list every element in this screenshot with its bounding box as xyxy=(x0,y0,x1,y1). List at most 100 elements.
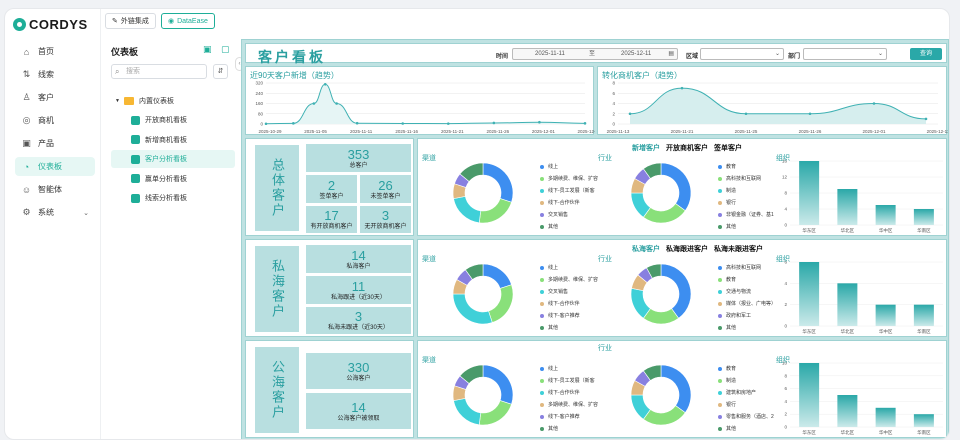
search-input[interactable]: ⌕ 搜索 xyxy=(111,64,207,79)
data-point xyxy=(401,122,405,125)
query-button[interactable]: 查询 xyxy=(910,48,942,60)
y-tick-label: 10 xyxy=(782,361,788,366)
nav-item-label: 系统 xyxy=(38,208,54,217)
private-charts-panel: 6 4 2 0 华东区 华北区 华中区 华南区 渠道 行业 组织 私海客户 私海跟进客户 私海未跟进客户线… xyxy=(417,239,947,337)
bar xyxy=(875,205,896,225)
pie-slice xyxy=(482,364,514,405)
dashboard-item-1[interactable]: 新增商机看板 xyxy=(111,131,235,149)
legend-item: 非银金融（证券、基1 xyxy=(718,211,774,218)
pie-slice xyxy=(646,263,662,279)
pie-slice xyxy=(642,162,662,179)
dataease-tab[interactable]: ◉ DataEase xyxy=(161,13,215,29)
industry-title: 行业 xyxy=(598,345,612,352)
section-tab-0[interactable]: 私海客户 xyxy=(632,246,660,253)
kpi-label: 签单客户 xyxy=(319,193,344,200)
data-point xyxy=(492,121,496,125)
dashboard-item-3[interactable]: 赢单分析看板 xyxy=(111,170,235,188)
legend-dot xyxy=(540,164,544,169)
section-tab-1[interactable]: 开放商机客户 xyxy=(666,145,708,152)
integration-label: 外链集成 xyxy=(120,18,149,25)
dept-select[interactable]: ⌄ xyxy=(803,48,887,60)
legend-item: 其他 xyxy=(540,324,558,331)
legend-item: 多期续费、维保、扩容 xyxy=(540,401,598,408)
nav-item-1[interactable]: ⇅ 线索 xyxy=(15,65,95,84)
dashboard-item-4[interactable]: 线索分析看板 xyxy=(111,189,235,207)
dashboard-item-0[interactable]: 开放商机看板 xyxy=(111,111,235,129)
bar xyxy=(799,363,820,427)
dashboard-list-panel: 仪表板 ▣ ▢ ⌕ 搜索 ⇵ ▼ 内置仪表板 开放商机看板 新增商机看板 客户分析看板赢… xyxy=(105,39,237,439)
nav-item-4[interactable]: ▣ 产品 xyxy=(15,134,95,153)
x-tick-label: 华北区 xyxy=(841,227,855,234)
kpi-value: 14 xyxy=(351,399,366,415)
kpi-label: 总客户 xyxy=(349,162,368,169)
public-charts-panel: 10 8 6 4 2 0 华东区 华北区 华中区 华南区 渠道 行业 组织 线上 线下-员工发展（新客 线下-… xyxy=(417,340,947,438)
legend-dot xyxy=(718,325,722,330)
section-tab-1[interactable]: 私海跟进客户 xyxy=(666,246,708,253)
y-tick-label: 0 xyxy=(260,122,263,127)
legend-item: 多期续费、维保、扩容 xyxy=(540,175,598,182)
legend-label: 教育 xyxy=(726,164,737,170)
kpi-value: 11 xyxy=(351,278,366,294)
y-tick-label: 0 xyxy=(612,122,615,127)
kpi-value: 26 xyxy=(378,177,393,193)
nav-item-5[interactable]: ◔ 仪表板 xyxy=(15,157,95,176)
region-label: 区域 xyxy=(686,54,699,60)
pie-slice xyxy=(642,405,686,426)
dashboard-item-2[interactable]: 客户分析看板 xyxy=(111,150,235,168)
add-dashboard-icon[interactable]: ▢ xyxy=(221,44,230,54)
legend-dot xyxy=(718,426,722,431)
integration-tab[interactable]: ✎ 外链集成 xyxy=(105,13,156,29)
legend-dot xyxy=(718,265,722,270)
legend-item: 教育 xyxy=(718,276,736,283)
data-point xyxy=(808,112,812,116)
x-tick-label: 华南区 xyxy=(917,328,931,335)
bar xyxy=(799,161,820,225)
kpi-value: 17 xyxy=(324,208,339,223)
nav-item-0[interactable]: ⌂ 首页 xyxy=(15,42,95,61)
nav-item-2[interactable]: ♙ 客户 xyxy=(15,88,95,107)
section-tab-2[interactable]: 私海未跟进客户 xyxy=(714,246,763,253)
legend-item: 其他 xyxy=(718,223,736,230)
home-icon: ⌂ xyxy=(23,46,30,57)
opportunity-icon: ◎ xyxy=(22,115,31,125)
legend-dot xyxy=(540,402,544,407)
kpi-card: 3 私海未跟进（近30天） xyxy=(306,307,411,334)
nav-item-6[interactable]: ☺ 智能体 xyxy=(15,180,95,199)
x-tick-label: 2025-11-26 xyxy=(799,129,822,134)
y-tick-label: 12 xyxy=(782,175,788,180)
nav-item-3[interactable]: ◎ 商机 xyxy=(15,111,95,130)
legend-label: 多期续费、维保、扩容 xyxy=(548,277,599,283)
nav-item-7[interactable]: ⚙ 系统 ⌄ xyxy=(15,203,95,222)
section-tab-2[interactable]: 签单客户 xyxy=(714,145,742,152)
sort-button[interactable]: ⇵ xyxy=(213,64,228,79)
pie-slice xyxy=(459,162,484,182)
data-point xyxy=(355,121,359,125)
region-select[interactable]: ⌄ xyxy=(700,48,784,60)
legend-item: 银行 xyxy=(718,401,736,408)
legend-dot xyxy=(540,313,544,318)
legend-label: 其他 xyxy=(726,426,737,432)
pie-slice xyxy=(453,196,482,224)
y-tick-label: 160 xyxy=(255,101,263,106)
folder-label: 内置仪表板 xyxy=(138,98,174,105)
x-tick-label: 华南区 xyxy=(917,227,931,234)
legend-dot xyxy=(718,176,722,181)
pie-slice xyxy=(478,400,512,426)
pie-slice xyxy=(478,198,512,224)
section-tab-0[interactable]: 新增客户 xyxy=(632,145,660,152)
org-title: 组织 xyxy=(776,155,790,162)
kpi-label: 私海未跟进（近30天） xyxy=(328,325,389,331)
legend-item: 线下-员工发展（新客 xyxy=(540,377,595,384)
legend-label: 高科技和互联网 xyxy=(726,265,762,271)
folder-builtin[interactable]: ▼ 内置仪表板 xyxy=(111,92,235,110)
add-folder-icon[interactable]: ▣ xyxy=(203,44,212,54)
trend-new-customers-panel: 近90天客户新增（趋势） 320 240 160 80 0 2025-10-29 2025-… xyxy=(245,66,595,135)
dashboard-list-title: 仪表板 xyxy=(111,47,139,57)
date-range-picker[interactable]: 2025-11-11 至 2025-12-11 ▤ xyxy=(512,48,678,60)
legend-item: 多期续费、维保、扩容 xyxy=(540,276,598,283)
nav-item-label: 智能体 xyxy=(38,185,62,194)
kpi-label: 未签单客户 xyxy=(370,193,401,200)
kpi-label: 私海客户 xyxy=(346,263,371,270)
legend-label: 制造 xyxy=(726,378,737,384)
legend-item: 线上 xyxy=(540,264,558,271)
